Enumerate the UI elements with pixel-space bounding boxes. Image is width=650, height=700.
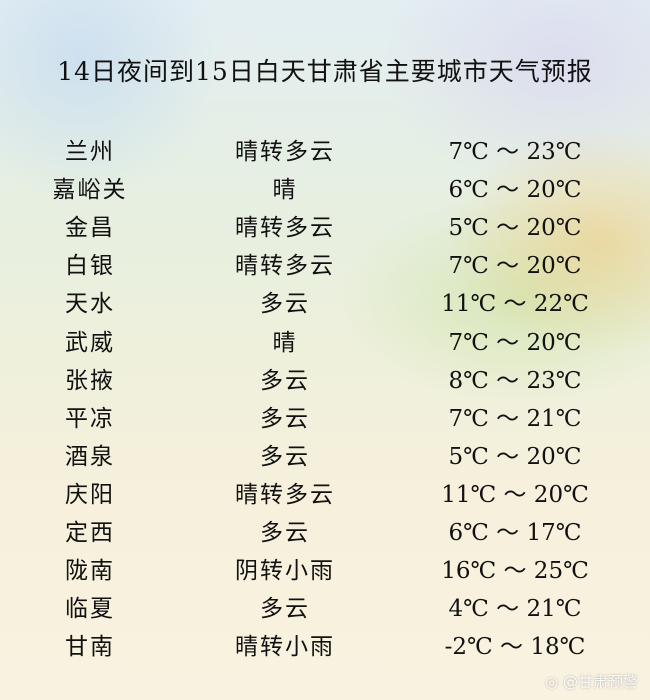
temperature-range: 8℃ ～ 23℃ <box>448 367 582 394</box>
table-row: 武威 晴 7℃ ～ 20℃ <box>0 323 650 361</box>
watermark: ◎ @甘肃预警 <box>545 673 638 691</box>
table-row: 兰州 晴转多云 7℃ ～ 23℃ <box>0 132 650 170</box>
table-row: 平凉 多云 7℃ ～ 21℃ <box>0 399 650 437</box>
temperature-range: 4℃ ～ 21℃ <box>448 596 582 623</box>
weather-condition: 多云 <box>260 520 310 546</box>
temperature-range: 6℃ ～ 17℃ <box>448 520 582 546</box>
temperature-range: -2℃ ～ 18℃ <box>444 634 586 661</box>
weather-condition: 晴转多云 <box>235 139 335 165</box>
city-name: 陇南 <box>65 558 115 585</box>
table-row: 酒泉 多云 5℃ ～ 20℃ <box>0 437 650 475</box>
temperature-range: 11℃ ～ 22℃ <box>441 291 589 318</box>
city-name: 天水 <box>65 291 115 318</box>
weather-condition: 晴 <box>272 329 298 356</box>
table-row: 甘南 晴转小雨 -2℃ ～ 18℃ <box>0 627 650 665</box>
temperature-range: 7℃ ～ 20℃ <box>448 253 582 280</box>
city-name: 白银 <box>65 253 115 280</box>
temperature-range: 7℃ ～ 20℃ <box>448 329 582 356</box>
city-name: 兰州 <box>65 139 115 165</box>
weather-condition: 阴转小雨 <box>235 558 335 585</box>
city-name: 金昌 <box>65 215 115 242</box>
weather-condition: 晴转多云 <box>235 481 335 508</box>
weibo-icon: ◎ <box>545 673 563 691</box>
table-row: 白银 晴转多云 7℃ ～ 20℃ <box>0 246 650 284</box>
weather-condition: 晴转小雨 <box>235 634 335 661</box>
weather-condition: 晴转多云 <box>235 253 335 280</box>
weather-condition: 晴转多云 <box>235 215 335 242</box>
city-name: 酒泉 <box>65 443 115 470</box>
temperature-range: 16℃ ～ 25℃ <box>441 558 589 585</box>
city-name: 临夏 <box>65 596 115 623</box>
weather-condition: 多云 <box>260 367 310 394</box>
weather-condition: 多云 <box>260 443 310 470</box>
temperature-range: 11℃ ～ 20℃ <box>441 481 589 508</box>
temperature-range: 5℃ ～ 20℃ <box>448 443 582 470</box>
temperature-range: 7℃ ～ 21℃ <box>448 405 582 432</box>
city-name: 定西 <box>65 520 115 546</box>
temperature-range: 6℃ ～ 20℃ <box>448 177 582 204</box>
table-row: 张掖 多云 8℃ ～ 23℃ <box>0 361 650 399</box>
weather-condition: 多云 <box>260 405 310 432</box>
city-name: 武威 <box>65 329 115 356</box>
page-title: 14日夜间到15日白天甘肃省主要城市天气预报 <box>57 57 593 86</box>
city-name: 平凉 <box>65 405 115 432</box>
weather-condition: 晴 <box>272 177 298 204</box>
table-row: 庆阳 晴转多云 11℃ ～ 20℃ <box>0 475 650 513</box>
city-name: 嘉峪关 <box>52 177 128 204</box>
city-name: 张掖 <box>65 367 115 394</box>
city-name: 甘南 <box>65 634 115 661</box>
table-row: 金昌 晴转多云 5℃ ～ 20℃ <box>0 208 650 246</box>
weather-condition: 多云 <box>260 291 310 318</box>
table-row: 陇南 阴转小雨 16℃ ～ 25℃ <box>0 551 650 589</box>
temperature-range: 7℃ ～ 23℃ <box>448 139 582 165</box>
city-name: 庆阳 <box>65 481 115 508</box>
temperature-range: 5℃ ～ 20℃ <box>448 215 582 242</box>
table-row: 天水 多云 11℃ ～ 22℃ <box>0 284 650 322</box>
weather-condition: 多云 <box>260 596 310 623</box>
table-row: 临夏 多云 4℃ ～ 21℃ <box>0 589 650 627</box>
table-row: 定西 多云 6℃ ～ 17℃ <box>0 513 650 551</box>
table-row: 嘉峪关 晴 6℃ ～ 20℃ <box>0 170 650 208</box>
